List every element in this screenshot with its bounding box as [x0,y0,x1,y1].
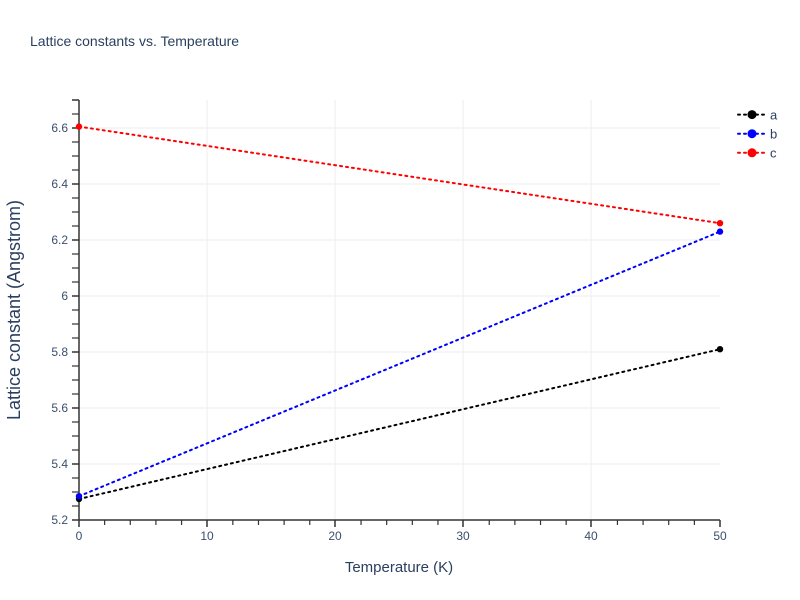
svg-text:6.2: 6.2 [51,233,68,247]
svg-text:50: 50 [713,529,727,543]
svg-text:6.6: 6.6 [51,121,68,135]
svg-text:b: b [770,126,777,141]
svg-text:Temperature (K): Temperature (K) [345,559,453,576]
svg-text:30: 30 [456,529,470,543]
svg-text:5.8: 5.8 [51,345,68,359]
svg-text:5.2: 5.2 [51,513,68,527]
svg-text:5.4: 5.4 [51,457,68,471]
svg-text:0: 0 [76,529,83,543]
svg-text:6: 6 [61,289,68,303]
svg-text:6.4: 6.4 [51,177,68,191]
svg-text:a: a [770,107,778,122]
svg-text:20: 20 [328,529,342,543]
svg-text:c: c [770,146,777,161]
svg-text:40: 40 [584,529,598,543]
svg-text:10: 10 [200,529,214,543]
svg-text:Lattice constant (Angstrom): Lattice constant (Angstrom) [4,200,24,420]
svg-text:5.6: 5.6 [51,401,68,415]
